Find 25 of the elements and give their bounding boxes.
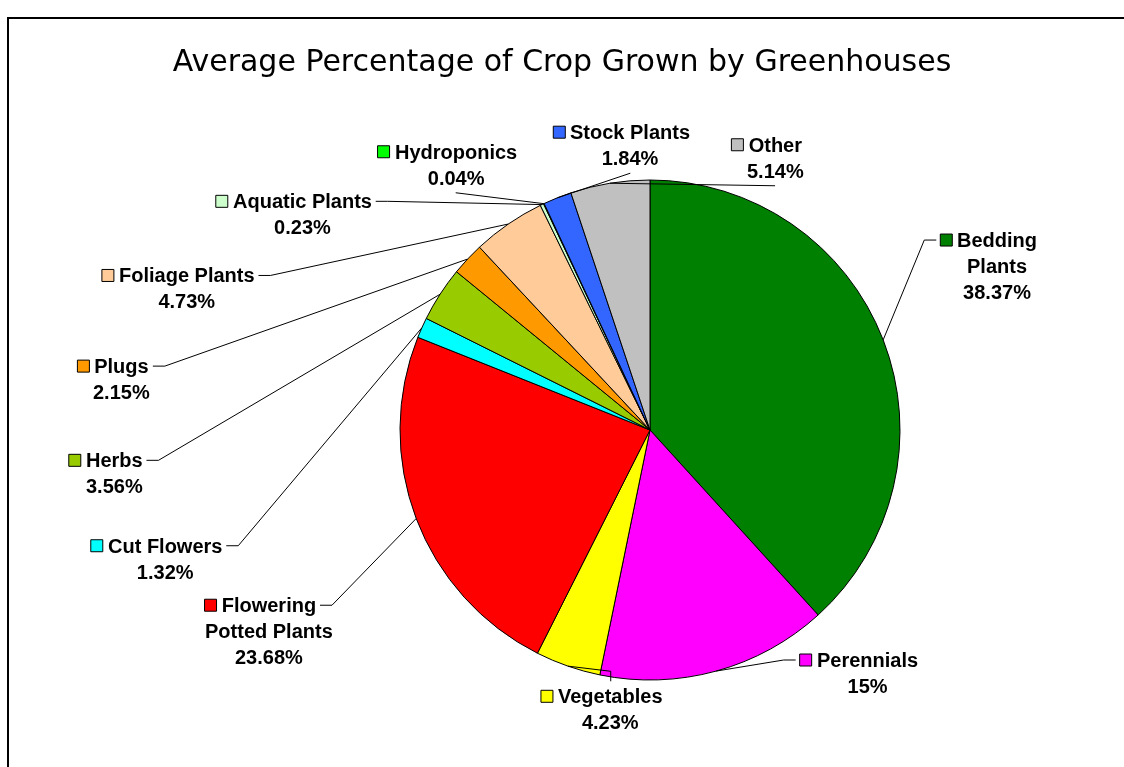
chart-title: Average Percentage of Crop Grown by Greenhouses bbox=[172, 42, 952, 78]
legend-label: Herbs bbox=[86, 449, 143, 471]
data-label: 1.32% bbox=[136, 561, 194, 583]
data-label: 1.84% bbox=[601, 147, 659, 169]
data-label: 15% bbox=[847, 675, 888, 697]
data-label: 3.56% bbox=[86, 475, 143, 497]
data-label: 4.73% bbox=[158, 290, 216, 312]
legend-label: Perennials bbox=[817, 649, 919, 671]
data-label: 0.04% bbox=[427, 167, 485, 189]
data-label: 23.68% bbox=[234, 646, 304, 668]
legend-label: Bedding Plants bbox=[957, 229, 1037, 277]
data-label: 4.23% bbox=[581, 711, 639, 733]
data-label: 0.23% bbox=[274, 216, 332, 238]
legend-label: Hydroponics bbox=[395, 141, 518, 163]
legend-label: Vegetables bbox=[558, 685, 663, 707]
data-label: 2.15% bbox=[93, 381, 150, 403]
legend-label: Aquatic Plants bbox=[233, 190, 372, 212]
legend-label: Cut Flowers bbox=[108, 535, 223, 557]
legend-label: Flowering Potted Plants bbox=[205, 594, 333, 642]
data-label: 5.14% bbox=[747, 160, 804, 182]
data-label: 38.37% bbox=[963, 281, 1032, 303]
legend-label: Plugs bbox=[94, 355, 149, 377]
legend-label: Stock Plants bbox=[570, 121, 691, 143]
legend-label: Other bbox=[748, 134, 803, 156]
legend-label: Foliage Plants bbox=[119, 264, 255, 286]
